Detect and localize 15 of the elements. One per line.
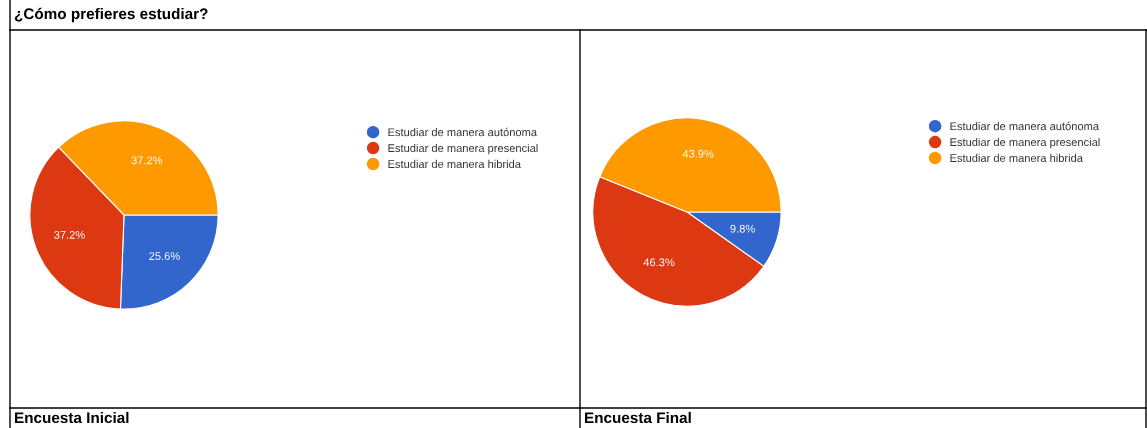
legend-label: Estudiar de manera autónoma <box>950 121 1100 131</box>
data-label: 9.8% <box>730 224 755 233</box>
data-label: 46.3% <box>643 258 675 267</box>
data-label: 37.2% <box>54 230 85 239</box>
text: Encuesta Inicial <box>15 411 129 424</box>
legend-label: Estudiar de manera presencial <box>388 143 538 155</box>
data-label: 25.6% <box>149 252 180 261</box>
chart-title: ¿Cómo prefieres estudiar? <box>14 7 208 23</box>
legend-label: Estudiar de manera hibrida <box>388 159 521 168</box>
legend-label: Estudiar de manera autónoma <box>388 127 538 137</box>
text: Encuesta Final <box>585 411 691 424</box>
data-label: 43.9% <box>682 149 714 158</box>
legend-label: Estudiar de manera presencial <box>950 137 1100 149</box>
data-label: 37.2% <box>131 156 163 165</box>
legend-label: Estudiar de manera hibrida <box>950 153 1083 162</box>
